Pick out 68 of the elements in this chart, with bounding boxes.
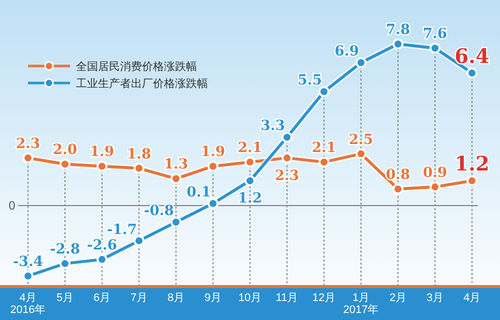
x-tick-label: 5月 — [56, 292, 74, 304]
point — [430, 181, 440, 192]
data-label: 1.2 — [454, 152, 490, 176]
point — [466, 68, 478, 78]
point — [466, 175, 478, 186]
data-label: -1.7 — [106, 222, 137, 238]
point — [282, 152, 292, 164]
data-label: 1.2 — [238, 190, 262, 207]
data-label: 5.5 — [298, 72, 322, 89]
point — [356, 148, 366, 160]
x-tick-label: 7月 — [130, 292, 148, 304]
point — [134, 162, 144, 174]
ref-line-label: 0 — [8, 198, 16, 213]
x-tick-label: 2月 — [389, 292, 407, 304]
x-tick-label: 9月 — [204, 292, 222, 304]
point — [60, 258, 70, 270]
point — [430, 42, 440, 54]
data-label: 1.9 — [200, 144, 226, 160]
data-label: 2.1 — [312, 140, 336, 156]
data-label: 2.3 — [274, 168, 300, 184]
data-label: 6.9 — [334, 44, 359, 60]
data-label: 1.8 — [126, 146, 152, 162]
point — [60, 158, 70, 170]
x-tick-label: 6月 — [93, 292, 111, 304]
legend-label: 全国居民消费价格涨跌幅 — [76, 60, 197, 73]
data-label: 2.5 — [348, 132, 374, 148]
data-label: -0.8 — [144, 203, 174, 220]
point — [96, 254, 108, 265]
x-tick-label: 12月 — [312, 292, 336, 304]
data-label: 3.3 — [260, 118, 285, 134]
data-label: -3.4 — [12, 254, 44, 270]
point — [282, 132, 292, 143]
point — [208, 160, 218, 172]
data-label: 0.1 — [186, 184, 211, 200]
data-label: 0.9 — [422, 164, 448, 181]
point — [22, 270, 34, 282]
point — [318, 86, 330, 98]
x-tick-label: 8月 — [167, 292, 185, 304]
data-label: 0.8 — [386, 167, 410, 183]
data-label: 7.8 — [386, 22, 410, 38]
point — [318, 156, 330, 168]
data-label: -2.8 — [50, 242, 80, 258]
point — [96, 160, 108, 172]
point — [22, 152, 34, 164]
data-label: 2.0 — [52, 142, 78, 158]
point — [392, 184, 404, 194]
point — [208, 198, 218, 209]
point — [244, 156, 256, 168]
data-label: 7.6 — [422, 26, 448, 42]
data-label: 2.1 — [238, 140, 262, 156]
x-tick-label: 4月 — [463, 292, 481, 304]
point — [170, 173, 182, 184]
data-label: 6.4 — [454, 44, 490, 68]
legend-label: 工业生产者出厂价格涨跌幅 — [76, 77, 208, 90]
point — [134, 235, 144, 246]
data-label: 2.3 — [16, 136, 40, 152]
point — [244, 175, 256, 186]
x-tick-label: 3月 — [426, 292, 444, 304]
data-label: 1.9 — [90, 144, 114, 160]
x-tick-label: 10月 — [238, 292, 262, 304]
x-tick-label: 4月 2016年 — [10, 292, 46, 316]
data-label: -2.6 — [86, 237, 118, 254]
data-label: 1.3 — [164, 156, 188, 173]
point — [356, 57, 366, 68]
point — [170, 216, 182, 228]
x-tick-label: 1月 2017年 — [343, 292, 379, 316]
x-tick-label: 11月 — [276, 292, 298, 304]
point — [392, 38, 404, 50]
